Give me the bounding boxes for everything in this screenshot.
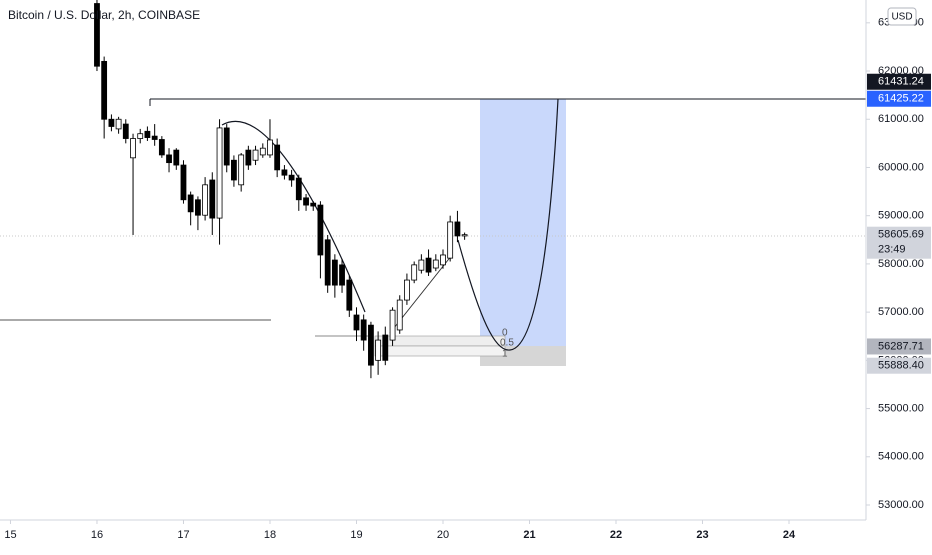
candle-body: [223, 127, 230, 166]
candle-body: [303, 197, 309, 206]
candle-body: [281, 169, 288, 176]
candle-body: [454, 221, 461, 237]
candle-body: [180, 164, 187, 201]
candle-body: [151, 135, 158, 140]
price-label-box: [867, 226, 931, 259]
candle-body: [432, 259, 439, 269]
candle-body: [339, 264, 345, 286]
candle-body: [130, 138, 136, 159]
candle-body: [137, 133, 144, 139]
x-tick-label: 19: [350, 529, 362, 541]
price-label-box: [867, 90, 931, 107]
candles: [94, 0, 468, 379]
currency-label: USD: [891, 12, 912, 23]
candle-body: [375, 339, 382, 361]
price-label: 56287.71: [878, 340, 924, 352]
candle-body: [238, 154, 245, 186]
x-tick-label: 21: [523, 529, 535, 541]
candle-body: [259, 147, 266, 156]
fib-label: 0: [502, 328, 508, 339]
price-label-box: [867, 73, 931, 90]
candle-body: [195, 199, 201, 216]
candle-body: [353, 314, 360, 331]
x-tick-label: 18: [264, 529, 276, 541]
candle-body: [368, 324, 374, 366]
axis-labels: 53000.0054000.0055000.0056000.0057000.00…: [4, 17, 931, 541]
x-tick-label: 15: [4, 529, 16, 541]
candle-body: [187, 194, 194, 213]
y-tick-label: 54000.00: [878, 451, 924, 463]
x-tick-label: 17: [177, 529, 189, 541]
currency-badge[interactable]: [887, 7, 917, 26]
candle-body: [173, 149, 180, 166]
candle-body: [209, 179, 216, 219]
candle-body: [382, 334, 389, 361]
projection-curve: [457, 98, 559, 351]
candle-body: [166, 154, 172, 164]
candle-body: [122, 123, 129, 139]
y-tick-label: 60000.00: [878, 161, 924, 173]
candle-body: [360, 319, 367, 341]
y-tick-label: 58000.00: [878, 258, 924, 270]
candle-body: [288, 174, 295, 181]
candle-body: [202, 184, 209, 216]
candle-body: [94, 3, 100, 67]
candle-body: [101, 60, 108, 120]
y-tick-label: 59000.00: [878, 210, 924, 222]
candle-body: [331, 259, 338, 286]
candle-body: [231, 159, 237, 181]
candle-body: [158, 139, 165, 156]
candle-body: [461, 234, 468, 237]
candle-body: [144, 130, 151, 138]
arc-drawing: [221, 120, 366, 313]
y-tick-label: 57000.00: [878, 306, 924, 318]
candle-body: [310, 202, 317, 207]
x-tick-label: 24: [783, 529, 796, 541]
fib-box: [374, 345, 506, 357]
candle-body: [396, 299, 403, 331]
candle-body: [411, 264, 418, 281]
candle-body: [108, 118, 115, 127]
candle-body: [324, 239, 331, 286]
candle-body: [404, 279, 410, 301]
x-tick-label: 16: [91, 529, 103, 541]
price-label-box: [867, 357, 931, 374]
fib-label: 0.5: [500, 338, 514, 349]
candle-body: [252, 149, 259, 161]
candle-body: [267, 139, 273, 156]
candle-body: [447, 221, 454, 259]
countdown: 23:49: [878, 244, 906, 256]
x-tick-label: 20: [437, 529, 449, 541]
y-tick-label: 53000.00: [878, 499, 924, 511]
candle-body: [317, 204, 324, 256]
candle-body: [346, 279, 353, 311]
fib-label: 1: [502, 349, 508, 360]
candle-body: [425, 257, 432, 273]
candle-body: [440, 254, 446, 266]
candle-body: [245, 149, 252, 166]
price-label: 58605.69: [878, 229, 924, 241]
price-label: 61425.22: [878, 93, 924, 105]
candle-body: [418, 259, 425, 271]
x-tick-label: 22: [610, 529, 622, 541]
target-zone: [480, 99, 566, 346]
candle-body: [274, 144, 281, 171]
price-label: 61431.24: [878, 76, 924, 88]
candle-body: [389, 309, 396, 341]
candle-body: [115, 118, 122, 130]
chart-title: Bitcoin / U.S. Dollar, 2h, COINBASE: [8, 8, 200, 22]
x-tick-label: 23: [696, 529, 708, 541]
price-label-box: [867, 338, 931, 355]
y-tick-label: 61000.00: [878, 113, 924, 125]
candle-body: [295, 177, 302, 201]
y-tick-label: 55000.00: [878, 402, 924, 414]
price-label: 55888.40: [878, 360, 924, 372]
time-axis: [0, 520, 866, 550]
candle-body: [216, 127, 223, 219]
